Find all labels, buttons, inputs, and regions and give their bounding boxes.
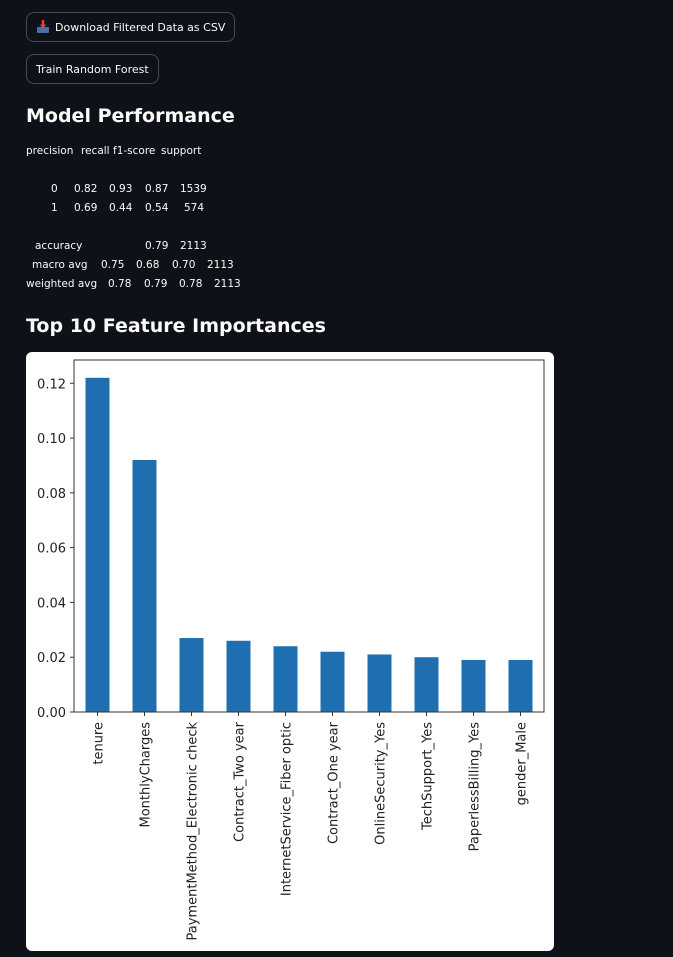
chart-bar	[508, 659, 533, 712]
report-cell: 0.75	[101, 259, 125, 271]
feature-importance-svg: 0.00 0.02 0.04 0.06 0.08 0.10 0.12 tenure Monthl…	[37, 359, 545, 941]
y-tick-label: 0.04	[37, 596, 66, 611]
x-tick-label: PaperlessBilling_Yes	[468, 722, 483, 852]
report-header-precision: precision	[26, 145, 74, 157]
x-tick-label: Contract_Two year	[233, 721, 248, 842]
chart-bar	[132, 459, 157, 712]
report-cell: 2113	[207, 259, 234, 271]
report-row-label: accuracy	[35, 240, 83, 252]
report-header-support: support	[161, 145, 202, 157]
download-tray-icon	[36, 20, 50, 34]
chart-axes-frame	[73, 359, 545, 713]
y-tick-label: 0.12	[37, 377, 66, 392]
download-csv-button[interactable]: Download Filtered Data as CSV	[26, 12, 236, 42]
report-cell: 1539	[180, 183, 207, 195]
x-tick-label: gender_Male	[515, 722, 530, 805]
feature-importances-heading: Top 10 Feature Importances	[26, 315, 326, 337]
report-cell: 0.70	[172, 259, 196, 271]
report-cell: 2113	[214, 278, 241, 290]
report-row-label: macro avg	[32, 259, 88, 271]
chart-bar	[414, 657, 439, 712]
report-cell: 2113	[180, 240, 207, 252]
report-cell: 0.78	[179, 278, 203, 290]
report-cell: 0.87	[145, 183, 169, 195]
chart-bar	[461, 659, 486, 712]
report-row-label: 1	[51, 202, 58, 214]
chart-bar	[226, 640, 251, 712]
x-tick-label: tenure	[92, 722, 107, 765]
chart-bar	[367, 654, 392, 712]
y-tick-label: 0.06	[37, 542, 66, 557]
report-cell: 574	[184, 202, 205, 214]
y-tick-label: 0.10	[37, 432, 66, 447]
y-tick-label: 0.08	[37, 487, 66, 502]
report-cell: 0.93	[109, 183, 133, 195]
report-header-f1: f1-score	[113, 145, 156, 157]
download-csv-label: Download Filtered Data as CSV	[55, 20, 226, 34]
x-tick-label: PaymentMethod_Electronic check	[186, 722, 201, 941]
chart-bar	[85, 377, 110, 712]
chart-bar	[273, 646, 298, 712]
report-cell: 0.78	[108, 278, 132, 290]
chart-bar	[179, 638, 204, 712]
train-random-forest-label: Train Random Forest	[36, 62, 149, 76]
model-performance-heading: Model Performance	[26, 105, 235, 127]
train-random-forest-button[interactable]: Train Random Forest	[26, 54, 159, 84]
report-cell: 0.69	[74, 202, 98, 214]
x-tick-label: InternetService_Fiber optic	[280, 722, 295, 896]
feature-importance-chart: 0.00 0.02 0.04 0.06 0.08 0.10 0.12 tenure Monthl…	[26, 352, 554, 951]
chart-bar	[320, 651, 345, 712]
report-cell: 0.79	[145, 240, 169, 252]
report-cell: 0.44	[109, 202, 133, 214]
report-cell: 0.79	[144, 278, 168, 290]
report-cell: 0.68	[136, 259, 160, 271]
y-tick-label: 0.00	[37, 706, 66, 721]
report-cell: 0.54	[145, 202, 169, 214]
y-tick-label: 0.02	[37, 651, 66, 666]
report-row-label: weighted avg	[26, 278, 98, 290]
x-tick-label: Contract_One year	[327, 721, 342, 844]
report-header-recall: recall	[81, 145, 110, 157]
x-tick-label: TechSupport_Yes	[421, 722, 436, 831]
report-cell: 0.82	[74, 183, 98, 195]
x-tick-label: MonthlyCharges	[139, 722, 154, 828]
x-tick-label: OnlineSecurity_Yes	[374, 722, 389, 845]
report-row-label: 0	[51, 183, 58, 195]
